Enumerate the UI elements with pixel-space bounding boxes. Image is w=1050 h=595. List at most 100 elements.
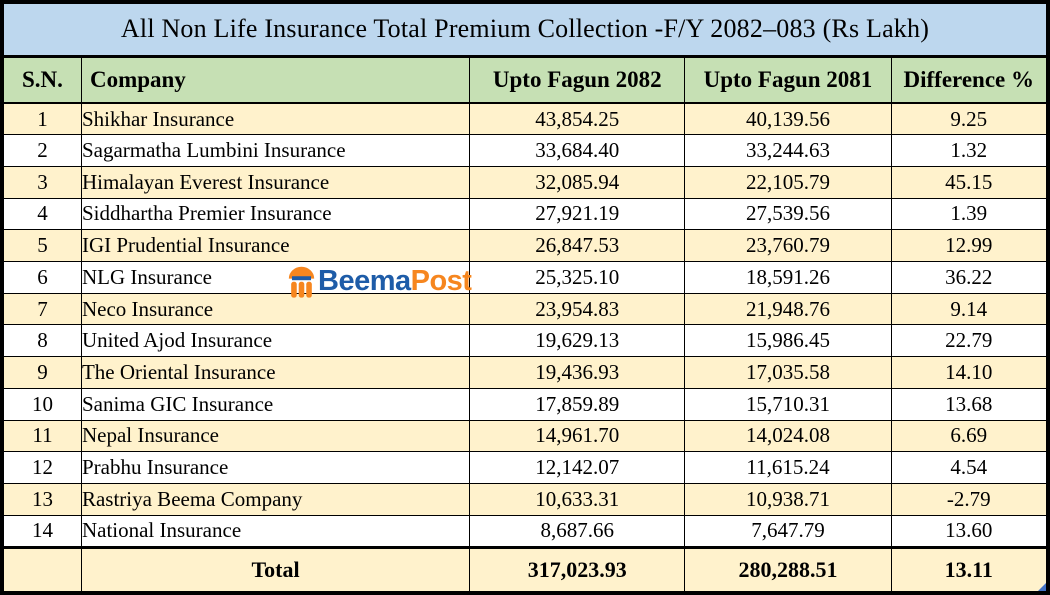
- sn-cell: 3: [1, 165, 82, 199]
- upto-fagun-2081-cell: 10,938.71: [684, 482, 892, 516]
- sn-cell: 6: [1, 261, 82, 294]
- difference-cell: 1.39: [890, 197, 1049, 231]
- upto-fagun-2081-cell: 18,591.26: [684, 261, 892, 294]
- company-cell: Nepal Insurance: [80, 419, 471, 453]
- table-title: All Non Life Insurance Total Premium Col…: [1, 1, 1049, 58]
- upto-fagun-2081-cell: 22,105.79: [684, 165, 892, 199]
- upto-fagun-2082-cell: 19,629.13: [469, 324, 686, 358]
- sn-cell: 7: [1, 292, 82, 326]
- upto-fagun-2082-cell: 25,325.10: [469, 261, 686, 294]
- upto-fagun-2081-cell: 21,948.76: [684, 292, 892, 326]
- total-upto-fagun-2081-cell: 280,288.51: [684, 545, 892, 594]
- table-row: 3 Himalayan Everest Insurance 32,085.94 22,…: [1, 165, 1049, 199]
- upto-fagun-2081-cell: 23,760.79: [684, 229, 892, 263]
- difference-cell: 13.60: [890, 514, 1049, 548]
- upto-fagun-2082-cell: 27,921.19: [469, 197, 686, 231]
- company-cell: Sagarmatha Lumbini Insurance: [80, 134, 471, 167]
- upto-fagun-2081-cell: 7,647.79: [684, 514, 892, 548]
- company-cell: IGI Prudential Insurance: [80, 229, 471, 263]
- table-row: 2 Sagarmatha Lumbini Insurance 33,684.40 33…: [1, 134, 1049, 167]
- company-cell: Siddhartha Premier Insurance: [80, 197, 471, 231]
- upto-fagun-2082-cell: 23,954.83: [469, 292, 686, 326]
- selection-handle-artifact: [1038, 583, 1046, 591]
- sn-cell: 8: [1, 324, 82, 358]
- upto-fagun-2082-cell: 32,085.94: [469, 165, 686, 199]
- column-header-difference-pct: Difference %: [890, 55, 1049, 104]
- table-row: 13 Rastriya Beema Company 10,633.31 10,938.…: [1, 482, 1049, 516]
- difference-cell: -2.79: [890, 482, 1049, 516]
- table-row: 7 Neco Insurance 23,954.83 21,948.76 9.14: [1, 292, 1049, 326]
- difference-cell: 13.68: [890, 387, 1049, 421]
- sn-cell: 11: [1, 419, 82, 453]
- table-row: 6 NLG Insurance 25,325.10 18,591.26 36.22: [1, 261, 1049, 294]
- upto-fagun-2082-cell: 19,436.93: [469, 356, 686, 389]
- company-cell: Shikhar Insurance: [80, 102, 471, 136]
- column-header-upto-fagun-2081: Upto Fagun 2081: [684, 55, 892, 104]
- table-row: 5 IGI Prudential Insurance 26,847.53 23,760…: [1, 229, 1049, 263]
- table-row: 9 The Oriental Insurance 19,436.93 17,035.5…: [1, 356, 1049, 389]
- difference-cell: 1.32: [890, 134, 1049, 167]
- upto-fagun-2081-cell: 17,035.58: [684, 356, 892, 389]
- sn-cell: 5: [1, 229, 82, 263]
- total-label: Total: [80, 545, 471, 594]
- difference-cell: 12.99: [890, 229, 1049, 263]
- column-header-upto-fagun-2082: Upto Fagun 2082: [469, 55, 686, 104]
- company-cell: Neco Insurance: [80, 292, 471, 326]
- upto-fagun-2081-cell: 27,539.56: [684, 197, 892, 231]
- sn-cell: 2: [1, 134, 82, 167]
- company-cell: Prabhu Insurance: [80, 451, 471, 484]
- upto-fagun-2082-cell: 43,854.25: [469, 102, 686, 136]
- sn-cell: 14: [1, 514, 82, 548]
- company-cell: Rastriya Beema Company: [80, 482, 471, 516]
- sn-cell: 9: [1, 356, 82, 389]
- upto-fagun-2082-cell: 8,687.66: [469, 514, 686, 548]
- difference-cell: 22.79: [890, 324, 1049, 358]
- upto-fagun-2081-cell: 40,139.56: [684, 102, 892, 136]
- difference-cell: 4.54: [890, 451, 1049, 484]
- difference-cell: 36.22: [890, 261, 1049, 294]
- total-sn-cell: [1, 545, 82, 594]
- upto-fagun-2082-cell: 10,633.31: [469, 482, 686, 516]
- upto-fagun-2082-cell: 14,961.70: [469, 419, 686, 453]
- upto-fagun-2082-cell: 26,847.53: [469, 229, 686, 263]
- sn-cell: 4: [1, 197, 82, 231]
- total-upto-fagun-2082-cell: 317,023.93: [469, 545, 686, 594]
- company-cell: Himalayan Everest Insurance: [80, 165, 471, 199]
- title-row: All Non Life Insurance Total Premium Col…: [1, 1, 1049, 58]
- sn-cell: 1: [1, 102, 82, 136]
- difference-cell: 14.10: [890, 356, 1049, 389]
- sn-cell: 13: [1, 482, 82, 516]
- upto-fagun-2081-cell: 11,615.24: [684, 451, 892, 484]
- company-cell: NLG Insurance: [80, 261, 471, 294]
- table-row: 4 Siddhartha Premier Insurance 27,921.19 27…: [1, 197, 1049, 231]
- upto-fagun-2082-cell: 33,684.40: [469, 134, 686, 167]
- table-row: 14 National Insurance 8,687.66 7,647.79 13.6…: [1, 514, 1049, 548]
- difference-cell: 9.25: [890, 102, 1049, 136]
- upto-fagun-2081-cell: 14,024.08: [684, 419, 892, 453]
- column-header-sn: S.N.: [1, 55, 82, 104]
- header-row: S.N. Company Upto Fagun 2082 Upto Fagun …: [1, 55, 1049, 104]
- upto-fagun-2082-cell: 17,859.89: [469, 387, 686, 421]
- column-header-company: Company: [80, 55, 471, 104]
- difference-cell: 6.69: [890, 419, 1049, 453]
- table-row: 10 Sanima GIC Insurance 17,859.89 15,710.31…: [1, 387, 1049, 421]
- total-row: Total 317,023.93 280,288.51 13.11: [1, 545, 1049, 594]
- sn-cell: 12: [1, 451, 82, 484]
- table-row: 12 Prabhu Insurance 12,142.07 11,615.24 4.54: [1, 451, 1049, 484]
- company-cell: Sanima GIC Insurance: [80, 387, 471, 421]
- company-cell: United Ajod Insurance: [80, 324, 471, 358]
- difference-cell: 45.15: [890, 165, 1049, 199]
- upto-fagun-2081-cell: 33,244.63: [684, 134, 892, 167]
- upto-fagun-2082-cell: 12,142.07: [469, 451, 686, 484]
- company-cell: The Oriental Insurance: [80, 356, 471, 389]
- upto-fagun-2081-cell: 15,986.45: [684, 324, 892, 358]
- company-cell: National Insurance: [80, 514, 471, 548]
- total-difference-cell: 13.11: [890, 545, 1049, 594]
- table-row: 11 Nepal Insurance 14,961.70 14,024.08 6.69: [1, 419, 1049, 453]
- upto-fagun-2081-cell: 15,710.31: [684, 387, 892, 421]
- table-row: 8 United Ajod Insurance 19,629.13 15,986.45…: [1, 324, 1049, 358]
- table-row: 1 Shikhar Insurance 43,854.25 40,139.56 9.25: [1, 102, 1049, 136]
- difference-cell: 9.14: [890, 292, 1049, 326]
